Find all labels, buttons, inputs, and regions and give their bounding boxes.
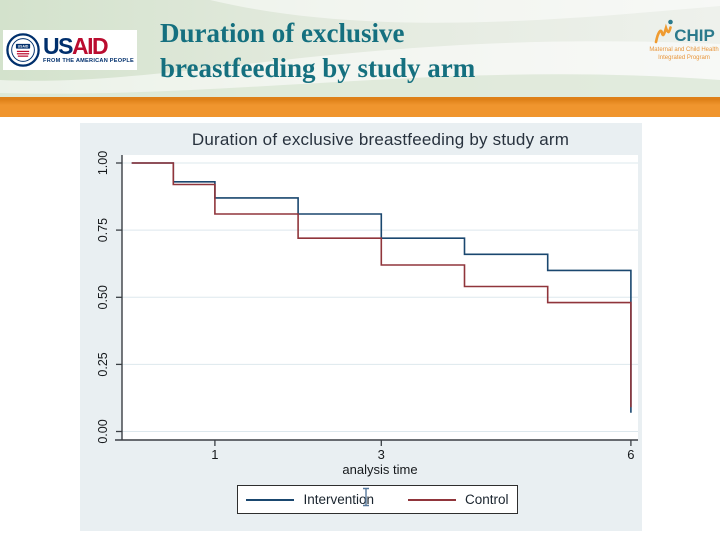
svg-text:0.50: 0.50 [96,285,110,309]
svg-text:1.00: 1.00 [96,151,110,175]
svg-text:0.25: 0.25 [96,352,110,376]
mchip-wordmark: CHIP [674,26,715,45]
mchip-logo: CHIP Maternal and Child Health Integrate… [649,18,719,62]
chart-legend: Intervention Control [237,485,518,514]
slide-title-line2: breastfeeding by study arm [160,52,476,83]
svg-text:analysis time: analysis time [342,462,417,477]
legend-line-control [408,498,456,501]
mchip-figure-icon [654,19,673,44]
slide-title-line1: Duration of exclusive [160,18,405,48]
legend-line-intervention [246,498,295,501]
usaid-seal-icon: USAID [6,33,40,67]
svg-text:0.75: 0.75 [96,218,110,242]
svg-text:3: 3 [378,447,385,462]
svg-text:0.00: 0.00 [96,419,110,443]
slide-header: USAID USAID FROM THE AMERICAN PEOPLE Dur… [0,0,720,97]
accent-bar [0,97,720,117]
km-plot: 0.00 0.25 0.50 0.75 1.00 1 3 6 analysis time [96,151,638,477]
svg-text:1: 1 [211,447,218,462]
legend-label-control: Control [465,492,509,507]
mchip-tagline: Maternal and Child Health Integrated Pro… [649,47,719,62]
chart-title: Duration of exclusive breastfeeding by s… [191,130,570,149]
km-chart: Duration of exclusive breastfeeding by s… [80,123,642,531]
legend-label-intervention: Intervention [303,492,374,507]
usaid-wordmark: USAID [43,32,109,59]
usaid-logo: USAID USAID FROM THE AMERICAN PEOPLE [3,30,137,70]
usaid-tagline: FROM THE AMERICAN PEOPLE [43,57,134,64]
svg-text:6: 6 [627,447,634,462]
ibeam-cursor [363,487,369,507]
header-background-swoosh [0,0,720,97]
svg-text:USAID: USAID [18,45,29,49]
slide-title: Duration of exclusive breastfeeding by s… [160,16,590,85]
